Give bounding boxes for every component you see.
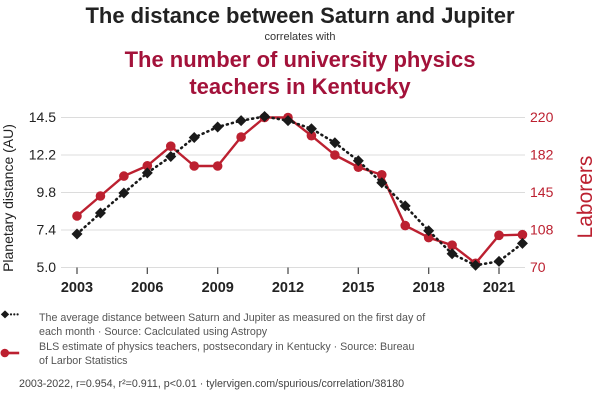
svg-text:2006: 2006 [131, 280, 163, 296]
svg-text:2012: 2012 [272, 280, 304, 296]
svg-text:2018: 2018 [413, 280, 445, 296]
svg-text:2015: 2015 [342, 280, 374, 296]
svg-text:Planetary distance (AU): Planetary distance (AU) [0, 124, 16, 272]
svg-text:2009: 2009 [202, 280, 234, 296]
svg-text:220: 220 [530, 109, 554, 125]
svg-text:2021: 2021 [483, 280, 515, 296]
svg-text:145: 145 [530, 184, 554, 200]
svg-text:Laborers: Laborers [574, 156, 597, 239]
svg-text:12.2: 12.2 [29, 147, 56, 163]
svg-text:7.4: 7.4 [37, 222, 57, 238]
svg-text:14.5: 14.5 [29, 109, 56, 125]
svg-text:70: 70 [530, 259, 546, 275]
svg-text:5.0: 5.0 [37, 259, 57, 275]
svg-text:182: 182 [530, 147, 554, 163]
svg-text:9.8: 9.8 [37, 184, 57, 200]
svg-text:108: 108 [530, 222, 554, 238]
svg-text:2003: 2003 [61, 280, 93, 296]
